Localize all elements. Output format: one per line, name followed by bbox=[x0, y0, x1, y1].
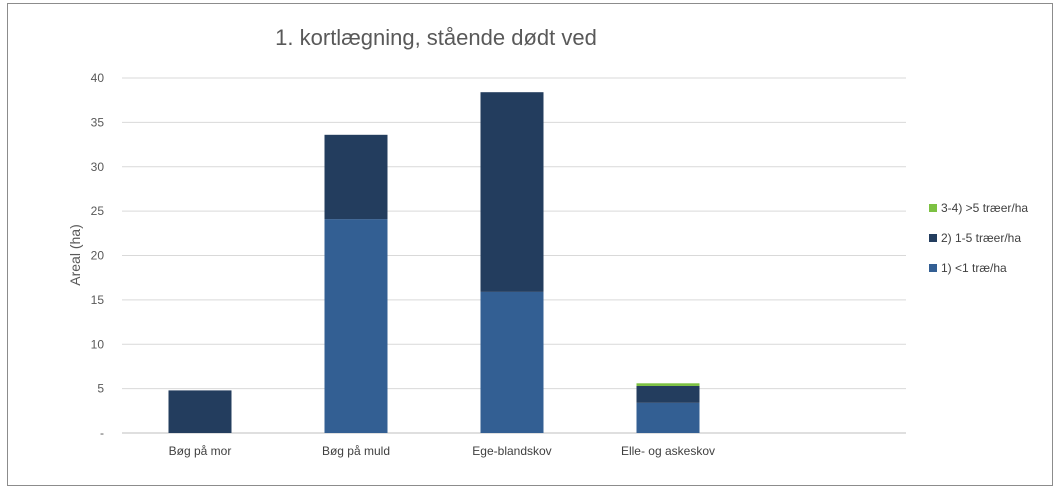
x-tick-label: Bøg på mor bbox=[169, 444, 232, 458]
y-tick-label: 5 bbox=[97, 382, 104, 396]
y-tick-label: 15 bbox=[91, 293, 105, 307]
bar-segment bbox=[168, 390, 232, 433]
x-tick-label: Ege-blandskov bbox=[472, 444, 551, 458]
y-tick-label: - bbox=[100, 426, 104, 440]
bar-segment bbox=[480, 92, 544, 292]
bar-segment bbox=[636, 383, 700, 386]
bar-segment bbox=[324, 219, 388, 433]
bar-segment bbox=[636, 385, 700, 403]
legend-swatch bbox=[929, 264, 937, 272]
y-tick-label: 30 bbox=[91, 160, 105, 174]
legend-label: 1) <1 træ/ha bbox=[941, 261, 1007, 275]
bar-segment bbox=[324, 134, 388, 220]
chart-title: 1. kortlægning, stående dødt ved bbox=[275, 25, 597, 50]
y-tick-label: 20 bbox=[91, 249, 105, 263]
y-tick-label: 40 bbox=[91, 71, 105, 85]
y-tick-label: 35 bbox=[91, 115, 105, 129]
bar-segment bbox=[480, 291, 544, 433]
x-tick-label: Elle- og askeskov bbox=[621, 444, 715, 458]
bar-segment bbox=[636, 402, 700, 433]
legend-swatch bbox=[929, 234, 937, 242]
y-tick-label: 25 bbox=[91, 204, 105, 218]
x-tick-label: Bøg på muld bbox=[322, 444, 390, 458]
legend-label: 3-4) >5 træer/ha bbox=[941, 201, 1028, 215]
y-axis-label: Areal (ha) bbox=[67, 224, 83, 285]
y-tick-label: 10 bbox=[91, 337, 105, 351]
legend-label: 2) 1-5 træer/ha bbox=[941, 231, 1021, 245]
legend-swatch bbox=[929, 204, 937, 212]
